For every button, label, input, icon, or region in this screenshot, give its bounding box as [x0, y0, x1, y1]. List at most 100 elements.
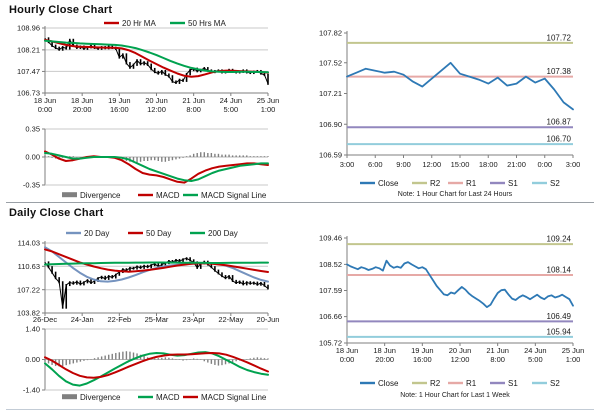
legend-label: S2 [550, 379, 560, 388]
divergence-bar [178, 157, 181, 159]
divergence-bar [238, 155, 241, 157]
legend-label: R2 [430, 179, 441, 188]
y-tick-label: -0.35 [23, 181, 40, 190]
divergence-bar [132, 352, 135, 360]
x-tick-label: 0:00 [537, 160, 552, 169]
divergence-bar [168, 357, 170, 360]
y-tick-label: 106.73 [17, 89, 40, 98]
divergence-bar [249, 358, 252, 360]
divergence-bar [72, 359, 75, 364]
divergence-bar [263, 358, 266, 360]
x-tick-label: 3:00 [566, 160, 581, 169]
y-tick-label: 107.21 [319, 89, 342, 98]
x-tick-label: 20 Jun [449, 346, 472, 355]
y-tick-label: 106.90 [319, 120, 342, 129]
close-line [346, 61, 574, 111]
y-tick-label: 108.21 [17, 45, 40, 54]
level-label-r1: 108.14 [547, 266, 572, 275]
legend-label: R2 [430, 379, 441, 388]
divergence-bar [214, 359, 216, 365]
legend-label: 50 Hrs MA [188, 19, 226, 28]
x-tick-label: 25-Mar [145, 315, 169, 324]
divergence-bar [260, 156, 262, 157]
divergence-bar [111, 353, 113, 360]
level-label-s1: 106.49 [547, 312, 572, 321]
level-label-r2: 107.72 [547, 33, 572, 42]
divergence-bar [61, 157, 64, 158]
level-label-r2: 109.24 [547, 235, 572, 244]
legend-label: MACD Signal Line [201, 393, 267, 402]
y-tick-label: 0.35 [25, 125, 40, 134]
y-tick-label: 1.40 [25, 325, 40, 334]
x-tick-label: 8:00 [186, 105, 201, 114]
y-tick-label: 110.63 [18, 262, 40, 271]
divergence-bar [182, 359, 184, 361]
divergence-bar [132, 157, 135, 163]
divergence-bar [196, 153, 198, 157]
x-tick-label: 18:00 [479, 160, 498, 169]
x-tick-label: 24 Jun [220, 96, 243, 105]
x-tick-label: 22-May [218, 315, 243, 324]
divergence-bar [253, 156, 255, 157]
x-tick-label: 19 Jun [108, 96, 131, 105]
divergence-bar [235, 155, 237, 157]
divergence-bar [161, 357, 163, 360]
divergence-bar [108, 354, 110, 360]
x-tick-label: 5:00 [224, 105, 239, 114]
y-tick-label: 0.00 [25, 355, 40, 364]
x-tick-label: 25 Jun [257, 96, 280, 105]
hourly-chart-title: Hourly Close Chart [9, 4, 113, 16]
x-tick-label: 0:00 [340, 355, 355, 364]
divergence-bar [171, 358, 174, 360]
divergence-bar [200, 152, 202, 157]
ma-line-2 [44, 39, 269, 74]
divergence-bar [125, 351, 128, 360]
y-tick-label: 108.52 [319, 260, 342, 269]
divergence-bar [267, 358, 269, 360]
divergence-bar [79, 359, 82, 362]
x-tick-label: 5:00 [528, 355, 543, 364]
x-tick-label: 18 Jun [336, 346, 359, 355]
x-tick-label: 20:00 [73, 105, 92, 114]
x-tick-label: 21 Jun [486, 346, 509, 355]
divergence-bar [217, 359, 220, 366]
x-tick-label: 20:00 [375, 355, 394, 364]
legend-label: R1 [466, 179, 477, 188]
x-tick-label: 16:00 [110, 105, 129, 114]
divergence-bar [72, 156, 75, 157]
divergence-bar [44, 155, 46, 157]
divergence-bar [51, 157, 53, 158]
close-path [44, 38, 269, 85]
divergence-bar [136, 157, 138, 163]
y-tick-label: -1.40 [23, 386, 40, 395]
divergence-bar [185, 359, 188, 361]
x-tick-label: 21 Jun [182, 96, 205, 105]
divergence-bar [44, 359, 46, 362]
divergence-bar [207, 359, 209, 363]
divergence-bar [150, 157, 152, 161]
macd-line-1 [44, 351, 269, 387]
x-tick-label: 21:00 [507, 160, 526, 169]
divergence-bar [69, 359, 71, 365]
divergence-bar [235, 359, 237, 362]
divergence-bar [196, 358, 198, 360]
legend-label: S1 [508, 179, 518, 188]
divergence-bar [210, 359, 213, 364]
ma-line-3 [44, 261, 269, 266]
y-tick-label: 106.59 [319, 151, 342, 160]
legend-label: S1 [508, 379, 518, 388]
macd-line-2 [44, 352, 269, 379]
divergence-bar [185, 156, 188, 157]
divergence-bar [263, 156, 266, 157]
y-tick-label: 107.52 [319, 58, 342, 67]
x-tick-label: 12:00 [451, 355, 470, 364]
legend-label: 20 Day [84, 229, 109, 238]
y-tick-label: 105.72 [319, 339, 342, 348]
divergence-bar [228, 154, 230, 157]
level-label-s1: 106.87 [547, 118, 572, 127]
divergence-bar [260, 357, 262, 360]
divergence-bar [256, 357, 259, 360]
